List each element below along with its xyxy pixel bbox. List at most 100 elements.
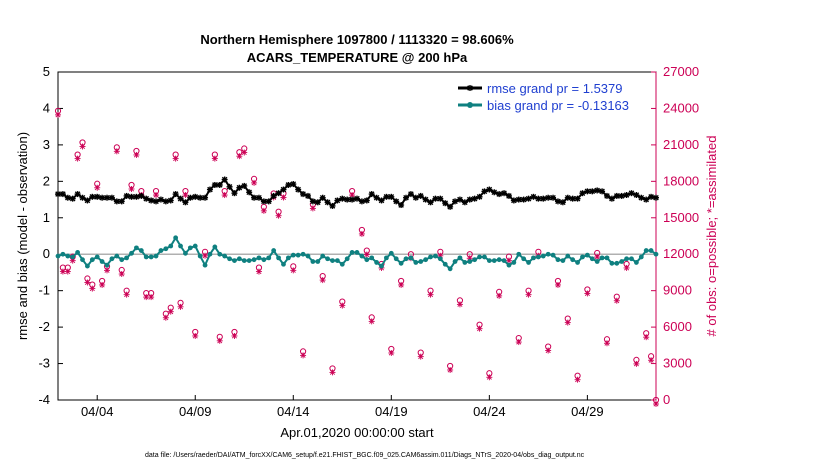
obs-assimilated-marker [648, 357, 655, 364]
rmse-point [275, 190, 282, 197]
rmse-point [510, 197, 517, 204]
rmse-point [638, 194, 645, 201]
bias-point [212, 244, 218, 250]
right-tick-label: 24000 [663, 100, 699, 115]
rmse-point [300, 191, 307, 198]
obs-assimilated-marker [260, 207, 267, 214]
rmse-point [648, 193, 655, 200]
obs-assimilated-marker [368, 318, 375, 325]
rmse-point [496, 191, 503, 198]
obs-assimilated-marker [388, 349, 395, 356]
bias-point [388, 250, 394, 256]
bias-point [384, 255, 389, 261]
bias-point [207, 251, 213, 257]
bias-point [496, 257, 502, 263]
bias-point [359, 253, 365, 259]
rmse-point [388, 193, 395, 200]
rmse-point [172, 191, 179, 198]
rmse-point [574, 195, 581, 202]
obs-assimilated-marker [172, 155, 179, 162]
x-axis: 04/04 04/09 04/14 04/19 04/24 04/29 [81, 395, 604, 419]
obs-assimilated-marker [363, 251, 370, 258]
rmse-point [216, 181, 223, 188]
rmse-point [368, 191, 375, 198]
bias-point [80, 257, 85, 263]
bias-point [560, 258, 566, 263]
obs-assimilated-marker [486, 374, 493, 381]
bias-point [70, 254, 76, 260]
bias-point [580, 254, 585, 260]
x-tick-label: 04/14 [277, 404, 310, 419]
rmse-point [349, 196, 356, 203]
rmse-point [255, 194, 262, 201]
rmse-point [628, 190, 635, 197]
bias-point [295, 252, 301, 258]
rmse-point [64, 194, 71, 201]
rmse-point [363, 197, 370, 204]
bias-point [148, 254, 154, 260]
obs-assimilated-marker [427, 291, 434, 298]
obs-assimilated-marker [89, 285, 96, 292]
bias-point [320, 253, 326, 259]
bias-point [413, 260, 419, 265]
rmse-point [461, 199, 468, 206]
obs-assimilated-marker [182, 192, 189, 199]
bias-point [403, 256, 409, 262]
rmse-point [285, 181, 292, 188]
obs-assimilated-marker [280, 194, 287, 201]
bias-point [222, 253, 228, 259]
rmse-point [354, 195, 360, 202]
obs-assimilated-marker [153, 192, 160, 199]
bias-point [447, 266, 453, 272]
obs-assimilated-marker [329, 369, 336, 376]
bias-point [354, 250, 360, 255]
rmse-point [167, 197, 174, 204]
rmse-point [447, 203, 454, 210]
bias-point [163, 246, 169, 252]
bias-point [60, 251, 66, 257]
rmse-point [59, 191, 66, 198]
bias-point [85, 263, 90, 269]
rmse-point [481, 188, 488, 195]
x-tick-label: 04/04 [81, 404, 114, 419]
x-tick-label: 04/19 [375, 404, 408, 419]
legend-bias-marker [467, 102, 473, 108]
bias-point [555, 257, 561, 263]
bias-point [325, 256, 330, 262]
rmse-point [407, 191, 414, 198]
x-tick-label: 04/29 [571, 404, 604, 419]
bias-point [408, 255, 414, 261]
rmse-point [143, 195, 150, 202]
rmse-point [554, 198, 561, 205]
obs-assimilated-marker [613, 297, 620, 304]
obs-assimilated-marker [202, 252, 209, 259]
bias-point [575, 260, 580, 265]
rmse-point [329, 202, 336, 209]
bias-point [192, 243, 198, 249]
bias-point [75, 250, 81, 255]
rmse-point [422, 196, 429, 203]
rmse-point [456, 196, 463, 203]
obs-assimilated-marker [162, 314, 169, 321]
bias-point [594, 259, 600, 264]
obs-assimilated-marker [211, 155, 218, 162]
obs-assimilated-marker [231, 332, 238, 339]
legend: rmse grand pr = 1.5379 bias grand pr = -… [451, 78, 649, 118]
left-tick-label: 0 [43, 246, 50, 261]
bias-point [134, 245, 139, 251]
bias-point [619, 259, 625, 264]
rmse-point [339, 195, 346, 202]
rmse-point [133, 193, 140, 200]
bias-point [501, 258, 507, 263]
bias-point [99, 259, 105, 264]
data-file-footer: data file: /Users/raeder/DAI/ATM_forcXX/… [145, 452, 585, 459]
bias-point [119, 257, 125, 263]
bias-point [545, 251, 551, 257]
bias-point [300, 251, 306, 257]
obs-assimilated-marker [447, 366, 454, 373]
bias-point [599, 255, 605, 261]
legend-rmse-star [467, 85, 473, 91]
bias-point [540, 253, 546, 259]
rmse-point [118, 198, 125, 205]
